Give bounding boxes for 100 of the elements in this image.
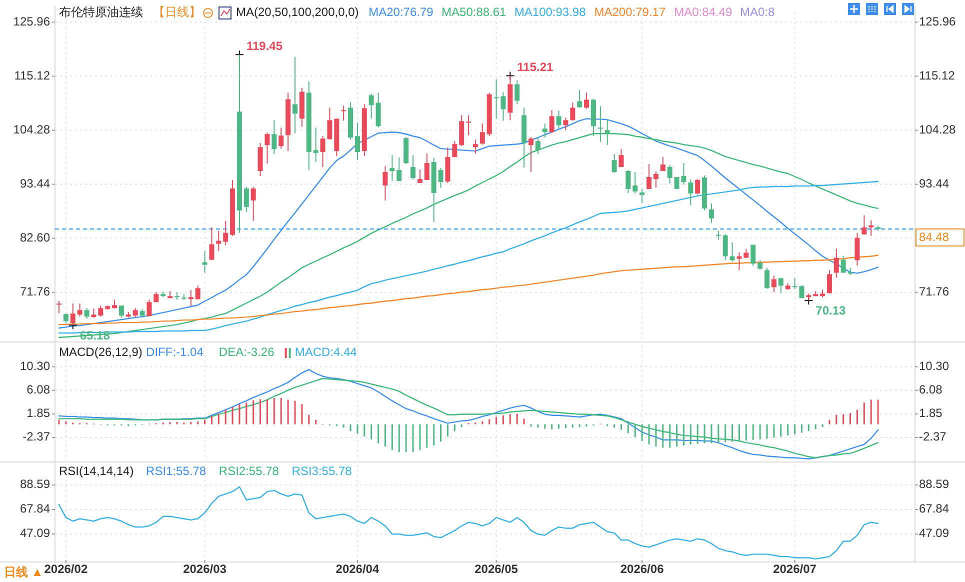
candlestick [618, 148, 624, 168]
candlestick [250, 186, 256, 222]
candlestick [549, 110, 554, 134]
y-tick-label: 104.28 [13, 122, 50, 136]
candlestick [424, 153, 430, 180]
annotation: 115.21 [517, 60, 554, 74]
candlestick [459, 114, 464, 147]
y-tick-label: 71.76 [20, 284, 50, 299]
text: DEA:-3.26 [218, 345, 275, 360]
candlestick [868, 220, 874, 236]
candlestick [528, 136, 534, 173]
candlestick [292, 56, 298, 134]
annotation: MA0:8 [740, 5, 776, 20]
y-tick-label: 82.60 [20, 230, 50, 244]
x-tick-label: 2026/05 [474, 562, 518, 576]
candlestick [354, 122, 360, 161]
candlestick [258, 142, 263, 176]
y2-tick-label: 71.76 [919, 284, 950, 299]
candlestick [410, 154, 416, 180]
candlestick [272, 120, 277, 155]
candlestick [480, 123, 485, 146]
candlestick [278, 127, 284, 150]
x-tick-label: 2026/02 [44, 562, 88, 576]
y2-tick-label: 115.12 [919, 68, 956, 82]
text: MA100:93.98 [514, 5, 586, 20]
candlestick [577, 89, 582, 108]
candlestick [556, 110, 562, 130]
y-tick-label: -2.37 [22, 430, 50, 444]
x-tick-label: 2026/04 [336, 562, 380, 576]
candlestick [640, 188, 645, 204]
candlestick [764, 267, 770, 290]
candlestick [396, 157, 402, 182]
candlestick [195, 285, 200, 300]
chart-title: 布伦特原油连续 [59, 5, 143, 20]
chart-title: MACD(26,12,9) [59, 345, 142, 360]
candlestick [826, 270, 832, 294]
candlestick [438, 168, 444, 188]
candlestick [514, 80, 520, 105]
candlestick [626, 170, 631, 194]
text: DIFF:-1.04 [146, 345, 204, 360]
chart-subtitle: 【日线】 [153, 5, 201, 20]
y2-tick-label: 47.09 [919, 526, 950, 540]
candlestick [612, 154, 617, 174]
candlestick [216, 230, 222, 252]
candlestick [341, 105, 346, 122]
candlestick [758, 260, 763, 270]
candlestick [695, 178, 700, 195]
y2-tick-label: 93.44 [919, 176, 950, 190]
annotation: MA0:84.49 [674, 5, 732, 20]
candlestick [570, 102, 576, 122]
candlestick [202, 250, 208, 274]
candlestick [632, 172, 638, 194]
candlestick [56, 300, 62, 314]
candlestick [188, 290, 194, 307]
candlestick [313, 127, 318, 163]
y2-tick-label: 88.59 [919, 477, 950, 492]
candlestick [209, 226, 214, 261]
y-tick-label: 47.09 [20, 526, 50, 540]
y-tick-label: 125.96 [13, 14, 50, 28]
candlestick [98, 305, 104, 318]
ref-line-label: 84.48 [919, 230, 950, 244]
text: MA20:76.79 [368, 5, 434, 20]
text: 日线 ▲ [4, 565, 44, 580]
y-tick-label: 10.30 [20, 358, 50, 373]
candlestick [264, 132, 270, 164]
candlestick [223, 220, 228, 246]
text: MA200:79.17 [594, 5, 666, 20]
y-tick-label: 67.84 [20, 502, 50, 516]
candlestick [584, 92, 590, 110]
candlestick [667, 164, 672, 184]
candlestick [77, 303, 82, 318]
candlestick [417, 169, 422, 184]
candlestick [840, 255, 846, 274]
candlestick [452, 140, 458, 158]
candlestick [382, 166, 388, 201]
candlestick [118, 305, 124, 318]
y2-tick-label: 6.08 [919, 382, 943, 396]
y2-tick-label: 125.96 [919, 14, 956, 28]
candlestick [778, 277, 784, 294]
candlestick [244, 186, 249, 212]
candlestick [472, 139, 478, 154]
candlestick [598, 106, 603, 143]
annotation: RSI2:55.78 [218, 464, 280, 478]
x-tick-label: 2026/07 [773, 562, 817, 576]
chart-title: RSI(14,14,14) [59, 464, 134, 478]
candlestick [688, 178, 694, 206]
candlestick [535, 137, 540, 155]
candlestick [84, 308, 90, 320]
candlestick [653, 171, 658, 188]
candlestick [854, 232, 860, 266]
candlestick [466, 114, 472, 136]
candlestick [376, 92, 381, 128]
x-tick-label: 2026/03 [183, 562, 227, 576]
y-tick-label: 1.85 [26, 406, 50, 420]
candlestick [390, 154, 395, 182]
candlestick [63, 313, 68, 324]
series-label: RSI3:55.78 [292, 464, 352, 478]
legend-label: MACD:4.44 [294, 345, 358, 360]
text: MA50:88.61 [442, 5, 507, 20]
y-tick-label: 93.44 [20, 176, 50, 190]
